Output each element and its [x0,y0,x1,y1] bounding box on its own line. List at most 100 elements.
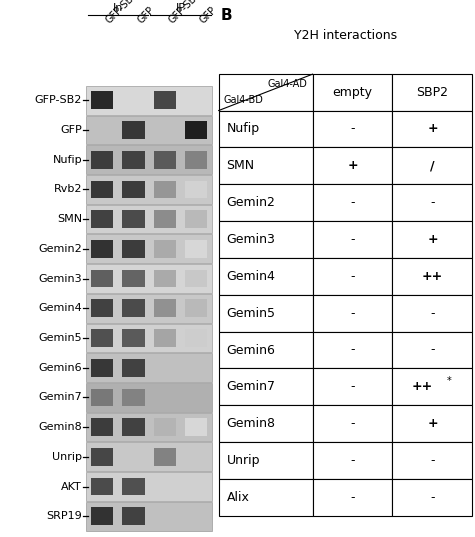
Bar [91,91,114,109]
Bar [91,448,114,466]
Text: -: - [430,307,435,320]
Bar [392,184,473,221]
Text: -: - [350,491,355,504]
Text: SRP19: SRP19 [47,511,82,521]
Text: AKT: AKT [61,482,82,491]
Bar [313,221,392,258]
Bar [392,295,473,332]
Bar [218,295,313,332]
Bar [313,147,392,184]
Bar [91,151,114,169]
Bar [86,413,212,441]
Text: Nufip: Nufip [227,122,260,135]
Text: +: + [427,122,438,135]
Text: -: - [430,344,435,357]
Bar [218,147,313,184]
Bar [91,507,114,525]
Bar [218,479,313,516]
Bar [91,388,114,407]
Bar [313,74,392,111]
Text: Gemin6: Gemin6 [227,344,276,357]
Bar [185,418,208,436]
Text: Gemin7: Gemin7 [38,393,82,402]
Text: Gemin3: Gemin3 [227,233,276,246]
Text: ++: ++ [422,270,443,283]
Text: -: - [350,417,355,430]
Bar [86,472,212,501]
Text: Nufip: Nufip [53,155,82,165]
Text: +: + [427,417,438,430]
Bar [86,353,212,382]
Bar [313,368,392,405]
Text: +: + [427,233,438,246]
Text: empty: empty [332,86,372,99]
Bar [86,146,212,174]
Bar [185,121,208,139]
Bar [392,442,473,479]
Bar [122,388,145,407]
Text: SMN: SMN [57,214,82,224]
Text: -: - [350,122,355,135]
Text: Gemin2: Gemin2 [227,196,276,209]
Text: ++: ++ [411,380,433,394]
Bar [313,184,392,221]
Bar [185,240,208,258]
Text: -: - [350,307,355,320]
Bar [122,359,145,376]
Text: -: - [430,491,435,504]
Bar [122,151,145,169]
Bar [86,294,212,323]
Bar [313,442,392,479]
Bar [86,115,212,144]
Text: Gemin8: Gemin8 [38,422,82,432]
Bar [153,91,176,109]
Bar [153,418,176,436]
Bar [392,479,473,516]
Text: IP: IP [175,3,185,13]
Text: Gemin2: Gemin2 [38,244,82,254]
Bar [86,205,212,234]
Text: -: - [350,454,355,467]
Bar [86,86,212,114]
Bar [91,180,114,198]
Bar [153,299,176,317]
Bar [313,258,392,295]
Bar [153,270,176,287]
Bar [218,74,313,111]
Bar [122,329,145,347]
Bar [122,299,145,317]
Text: +: + [347,159,358,172]
Bar [122,477,145,496]
Bar [313,332,392,368]
Bar [185,151,208,169]
Bar [218,368,313,405]
Bar [392,221,473,258]
Text: SBP2: SBP2 [417,86,448,99]
Text: -: - [430,196,435,209]
Bar [313,405,392,442]
Bar [122,180,145,198]
Bar [392,368,473,405]
Bar [185,210,208,228]
Bar [218,221,313,258]
Bar [153,210,176,228]
Text: B: B [220,8,232,23]
Bar [313,479,392,516]
Text: Gemin3: Gemin3 [38,273,82,284]
Text: In: In [113,3,123,13]
Bar [91,299,114,317]
Bar [91,240,114,258]
Bar [185,299,208,317]
Text: Unrip: Unrip [52,452,82,462]
Text: Gemin4: Gemin4 [38,303,82,313]
Bar [153,240,176,258]
Text: Gemin5: Gemin5 [227,307,276,320]
Bar [91,210,114,228]
Bar [153,448,176,466]
Bar [392,74,473,111]
Text: Gal4-BD: Gal4-BD [224,96,264,105]
Bar [218,184,313,221]
Text: Gemin6: Gemin6 [38,362,82,373]
Text: GFP-SB2: GFP-SB2 [35,95,82,105]
Text: Gemin7: Gemin7 [227,380,276,394]
